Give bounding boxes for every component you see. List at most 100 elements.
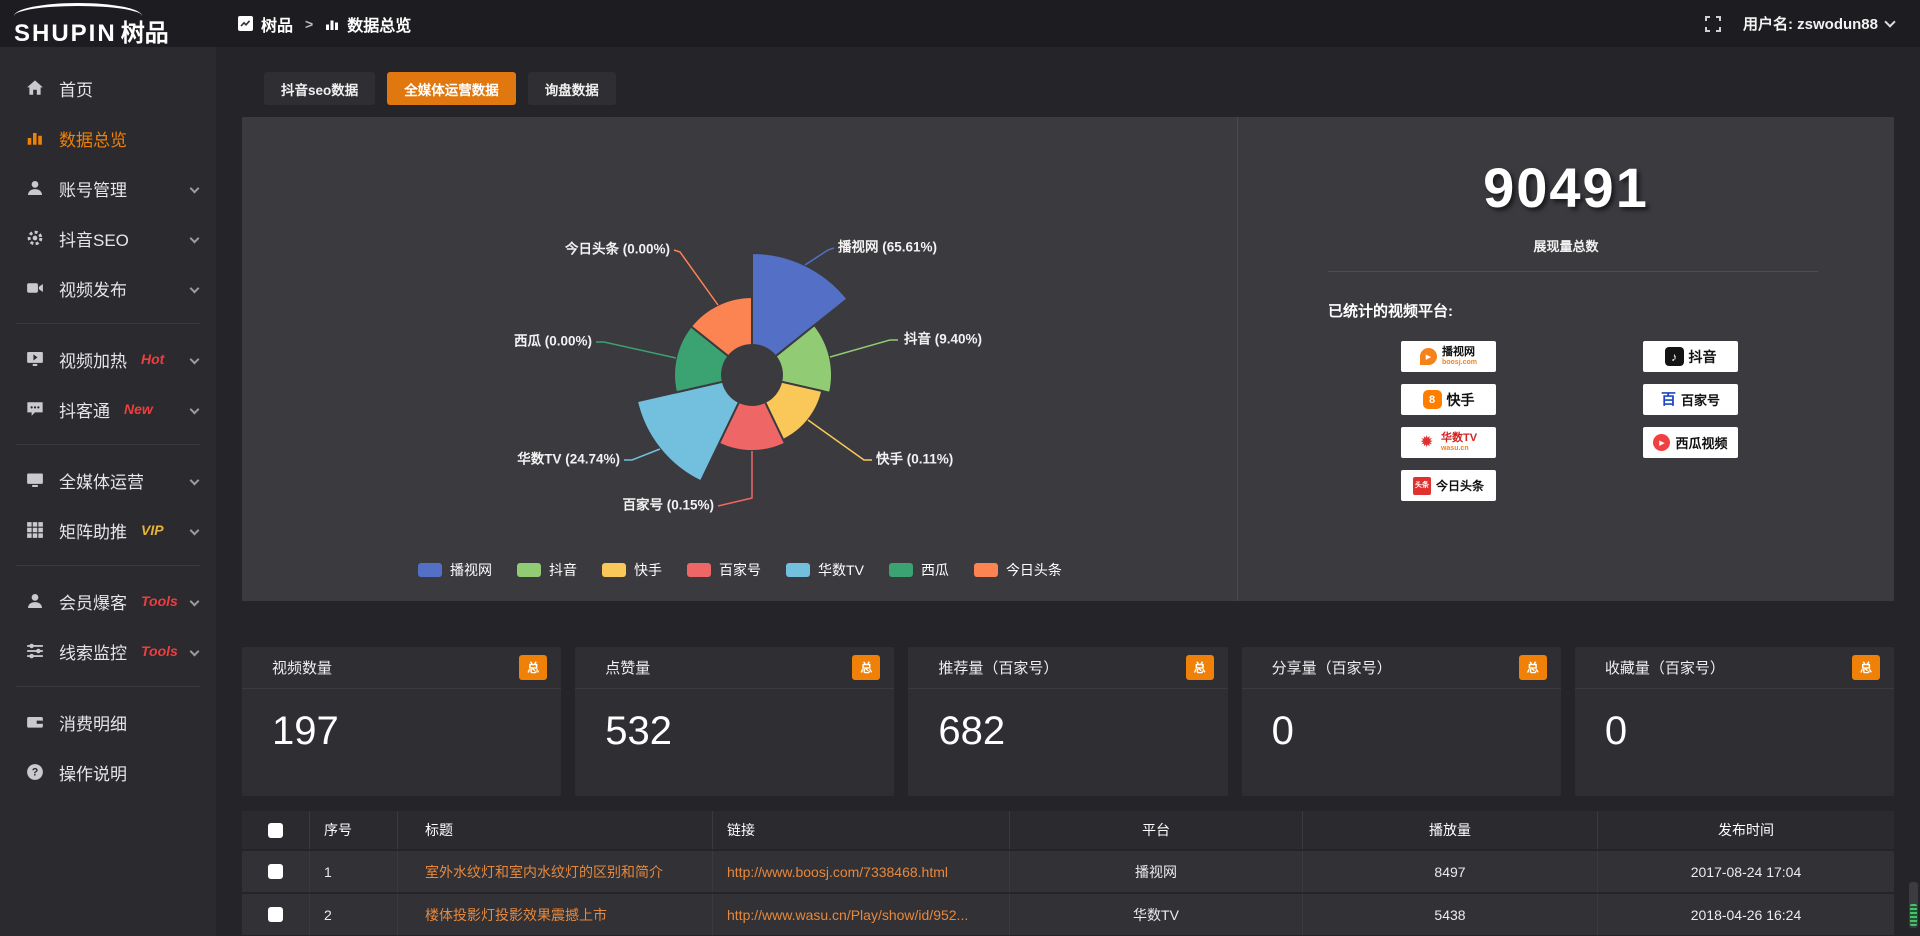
cell-time: 2018-04-26 16:24 <box>1690 906 1802 923</box>
sidebar-item-video-publish[interactable]: 视频发布 <box>0 263 216 313</box>
legend-item[interactable]: 华数TV <box>786 560 864 580</box>
overview-panel: 播视网 (65.61%) 抖音 (9.40%) 快手 (0.11%) 百家号 (0.1… <box>242 117 1894 601</box>
legend-item[interactable]: 西瓜 <box>888 560 949 580</box>
sidebar-item-spending-detail[interactable]: 消费明细 <box>0 697 216 747</box>
stat-card-recommendations: 推荐量（百家号） 总 682 <box>908 647 1228 796</box>
grid-icon <box>26 521 44 539</box>
chevron-down-icon <box>1884 15 1896 28</box>
baijiahao-logo-icon: 百 <box>1660 391 1676 408</box>
rose-chart-area: 播视网 (65.61%) 抖音 (9.40%) 快手 (0.11%) 百家号 (0.1… <box>242 117 1238 601</box>
pie-slice-label: 百家号 (0.15%) <box>622 497 714 513</box>
column-header-platform: 平台 <box>1010 811 1303 849</box>
video-table: 序号 标题 链接 平台 播放量 发布时间 1 室外水纹灯和室内水纹灯的区别和简介… <box>242 811 1894 936</box>
chat-icon <box>26 400 44 418</box>
sidebar-item-home[interactable]: 首页 <box>0 63 216 113</box>
wasu-logo-icon: ✹ <box>1419 433 1434 451</box>
table-header-row: 序号 标题 链接 平台 播放量 发布时间 <box>242 811 1894 851</box>
xigua-logo-icon: ▶ <box>1653 434 1671 451</box>
total-badge[interactable]: 总 <box>1518 655 1547 680</box>
select-all-checkbox[interactable] <box>268 822 283 838</box>
chevron-down-icon <box>189 354 200 364</box>
logo-main: SHUPIN <box>14 20 117 47</box>
summary-divider <box>1328 271 1818 272</box>
sidebar-item-matrix-boost[interactable]: 矩阵助推 VIP <box>0 505 216 555</box>
pie-slice[interactable] <box>763 380 824 442</box>
username-menu[interactable]: 用户名: zswodun88 <box>1743 13 1896 34</box>
sidebar-item-label: 抖客通 <box>59 401 110 421</box>
sidebar-item-label: 线索监控 <box>59 643 127 663</box>
cell-url-link[interactable]: http://www.boosj.com/7338468.html <box>713 851 1010 892</box>
total-badge[interactable]: 总 <box>519 655 548 680</box>
stat-card-favorites: 收藏量（百家号） 总 0 <box>1574 647 1895 796</box>
stat-card-video-count: 视频数量 总 197 <box>242 647 562 796</box>
cell-title-link[interactable]: 楼体投影灯投影效果震撼上市 <box>398 894 713 935</box>
logo-suffix: 树品 <box>120 20 169 47</box>
sidebar-item-douketong[interactable]: 抖客通 New <box>0 384 216 434</box>
platform-badge-douyin: ♪ 抖音 <box>1643 341 1738 372</box>
fullscreen-icon[interactable] <box>1704 15 1721 32</box>
rose-pie-chart[interactable]: 播视网 (65.61%) 抖音 (9.40%) 快手 (0.11%) 百家号 (0.1… <box>242 132 1238 556</box>
sidebar-item-data-overview[interactable]: 数据总览 <box>0 113 216 163</box>
legend-label: 抖音 <box>549 562 578 578</box>
kuaishou-logo-icon: 8 <box>1422 390 1442 409</box>
pie-slice[interactable] <box>673 324 730 394</box>
stat-card-label: 收藏量（百家号） <box>1604 660 1725 677</box>
legend-item[interactable]: 抖音 <box>517 560 577 580</box>
sidebar-item-label: 操作说明 <box>59 764 127 784</box>
tab-douyin-seo-data[interactable]: 抖音seo数据 <box>264 72 376 105</box>
cell-platform: 华数TV <box>1010 894 1303 935</box>
topbar: SHUPIN 树品 树品 > 数据总览 用户名: zswodun88 <box>0 0 1920 47</box>
cell-url-link[interactable]: http://www.wasu.cn/Play/show/id/952... <box>713 894 1010 935</box>
row-checkbox[interactable] <box>268 864 283 879</box>
page-scrollbar[interactable] <box>1908 50 1918 936</box>
pie-slice[interactable] <box>635 380 741 483</box>
sidebar-item-help[interactable]: ? 操作说明 <box>0 747 216 797</box>
breadcrumb-root[interactable]: 树品 <box>261 17 294 35</box>
stat-card-value: 682 <box>938 709 1006 753</box>
legend-item[interactable]: 今日头条 <box>973 560 1062 580</box>
breadcrumb-chart-icon <box>325 17 339 31</box>
sidebar-item-omni-media[interactable]: 全媒体运营 <box>0 455 216 505</box>
new-badge: New <box>124 401 153 417</box>
sidebar-item-account-management[interactable]: 账号管理 <box>0 163 216 213</box>
pie-slice[interactable] <box>774 323 833 394</box>
sidebar-item-douyin-seo[interactable]: 抖音SEO <box>0 213 216 263</box>
platform-name: 华数TV <box>1440 432 1478 444</box>
impressions-total-label: 展现量总数 <box>1533 239 1599 254</box>
total-badge[interactable]: 总 <box>852 655 881 680</box>
total-badge[interactable]: 总 <box>1852 655 1881 680</box>
scrollbar-thumb[interactable] <box>1909 882 1918 928</box>
main-content: 抖音seo数据 全媒体运营数据 询盘数据 播视网 (65.61%) 抖音 (9.4… <box>216 47 1920 936</box>
chevron-down-icon <box>189 404 200 414</box>
total-badge[interactable]: 总 <box>1185 655 1214 680</box>
pie-leader-line <box>804 247 835 266</box>
legend-label: 百家号 <box>719 562 762 578</box>
pie-slice[interactable] <box>717 400 787 453</box>
platform-badge-toutiao: 头条 今日头条 <box>1401 470 1496 501</box>
pie-slice[interactable] <box>751 251 849 358</box>
tab-inquiry-data[interactable]: 询盘数据 <box>527 72 616 105</box>
sidebar-item-video-heat[interactable]: 视频加热 Hot <box>0 334 216 384</box>
legend-label: 今日头条 <box>1005 562 1062 578</box>
cell-title-link[interactable]: 室外水纹灯和室内水纹灯的区别和简介 <box>398 851 713 892</box>
sidebar-item-lead-monitor[interactable]: 线索监控 Tools <box>0 626 216 676</box>
sidebar-item-member-baoke[interactable]: 会员爆客 Tools <box>0 576 216 626</box>
legend-item[interactable]: 快手 <box>602 560 662 580</box>
legend-label: 华数TV <box>818 562 864 578</box>
platform-name: 西瓜视频 <box>1675 436 1728 451</box>
tab-omni-media-data[interactable]: 全媒体运营数据 <box>387 72 516 105</box>
sidebar-item-label: 消费明细 <box>59 714 127 734</box>
sidebar-item-label: 视频发布 <box>59 280 127 300</box>
column-header-time: 发布时间 <box>1718 822 1774 838</box>
stat-card-value: 0 <box>1604 709 1628 753</box>
sidebar-divider <box>16 444 200 445</box>
legend-item[interactable]: 百家号 <box>687 560 761 580</box>
app-logo[interactable]: SHUPIN 树品 <box>0 0 216 47</box>
pie-slice[interactable] <box>689 295 753 358</box>
legend-item[interactable]: 播视网 <box>418 560 492 580</box>
platform-name: 今日头条 <box>1435 479 1484 493</box>
gear-icon <box>26 229 44 247</box>
chevron-down-icon <box>189 283 200 293</box>
pie-slice-label: 抖音 (9.40%) <box>904 331 982 347</box>
row-checkbox[interactable] <box>268 907 283 922</box>
